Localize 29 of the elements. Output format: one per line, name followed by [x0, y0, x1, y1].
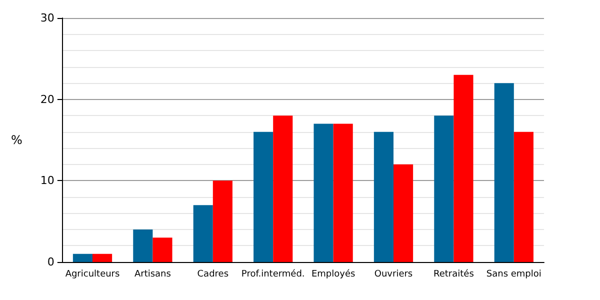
bar [374, 132, 394, 262]
y-tick-label: 30 [40, 12, 54, 24]
bar [212, 180, 232, 262]
bar [494, 83, 514, 262]
bar [193, 205, 213, 262]
x-tick-label: Ouvriers [374, 270, 413, 280]
x-tick-label: Prof.interméd. [241, 268, 305, 280]
bar [133, 229, 153, 262]
x-tick-label: Retraités [434, 268, 474, 280]
y-tick-label: 20 [40, 92, 54, 106]
x-tick-label: Sans emploi [486, 270, 542, 280]
bar [454, 74, 474, 262]
x-tick-label: Artisans [134, 270, 172, 280]
bar [394, 164, 414, 262]
bar [333, 124, 353, 262]
y-axis-title: % [10, 133, 22, 147]
bar [273, 116, 293, 262]
x-tick-label: Agriculteurs [65, 270, 120, 280]
y-tick-label: 0 [47, 256, 54, 268]
x-tick-label: Employés [311, 268, 356, 280]
bar [152, 238, 172, 262]
bar [314, 124, 334, 262]
bar [72, 254, 92, 262]
bar [92, 254, 112, 262]
bar [254, 132, 274, 262]
y-tick-label: 10 [40, 174, 54, 188]
bar [514, 132, 534, 262]
x-tick-label: Cadres [197, 270, 229, 280]
bar [434, 116, 454, 262]
